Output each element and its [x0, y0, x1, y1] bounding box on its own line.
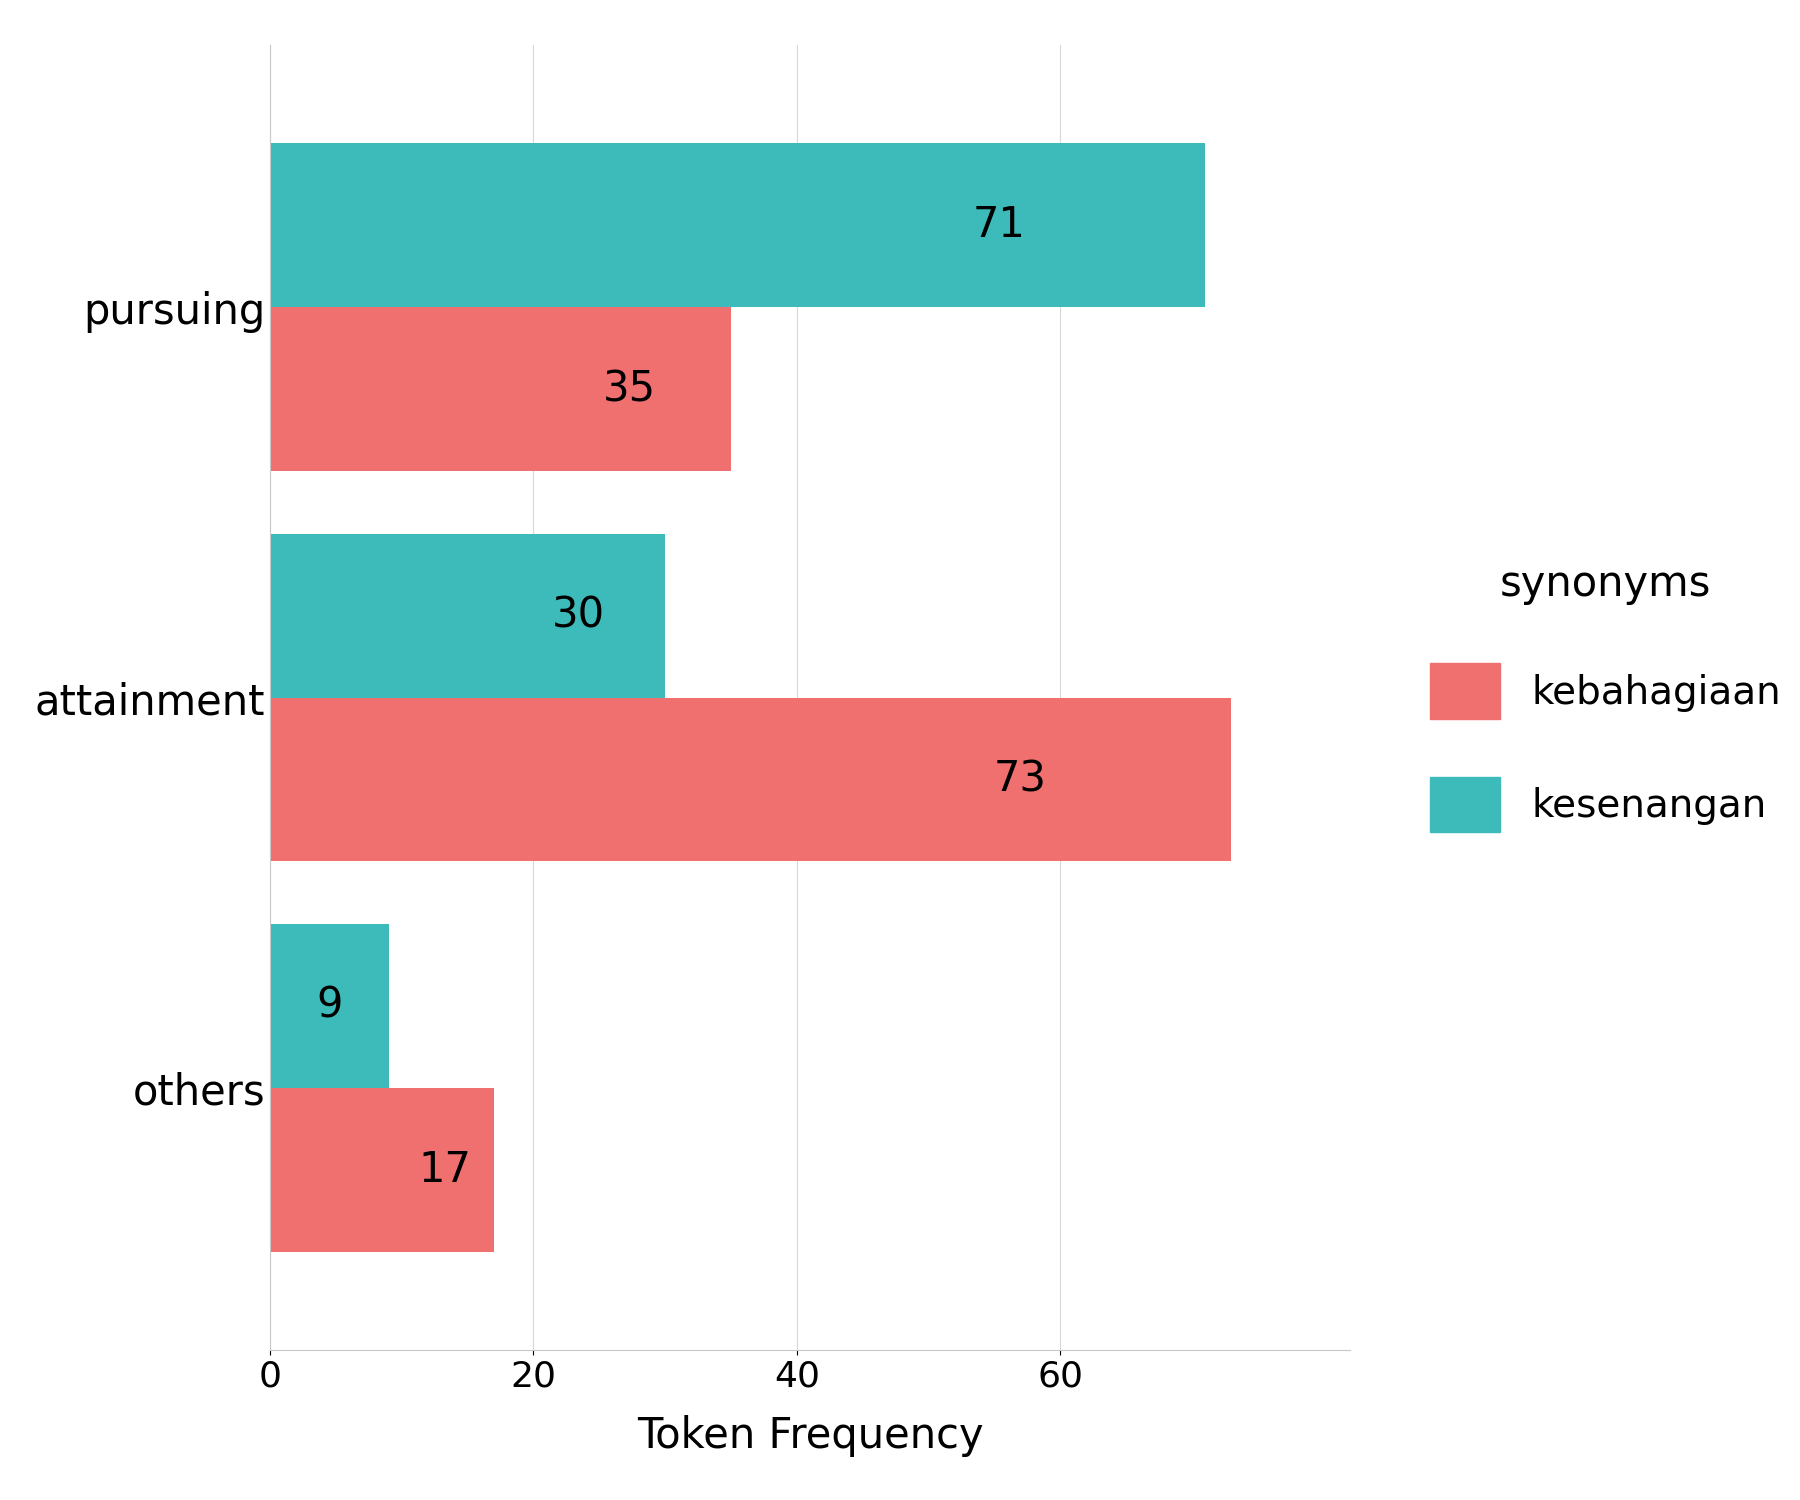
Bar [270, 1088, 493, 1251]
Text: 17: 17 [418, 1149, 472, 1191]
Bar [270, 698, 1231, 861]
Text: 35: 35 [603, 368, 657, 410]
Bar [270, 144, 1206, 308]
Bar [270, 924, 389, 1088]
X-axis label: Token Frequency: Token Frequency [637, 1414, 983, 1456]
Bar [270, 308, 731, 471]
Text: 30: 30 [551, 594, 605, 636]
Bar [270, 534, 666, 698]
Text: 9: 9 [317, 986, 342, 1028]
Legend: kebahagiaan, kesenangan: kebahagiaan, kesenangan [1391, 525, 1800, 870]
Text: 71: 71 [974, 204, 1026, 246]
Text: 73: 73 [994, 759, 1046, 801]
